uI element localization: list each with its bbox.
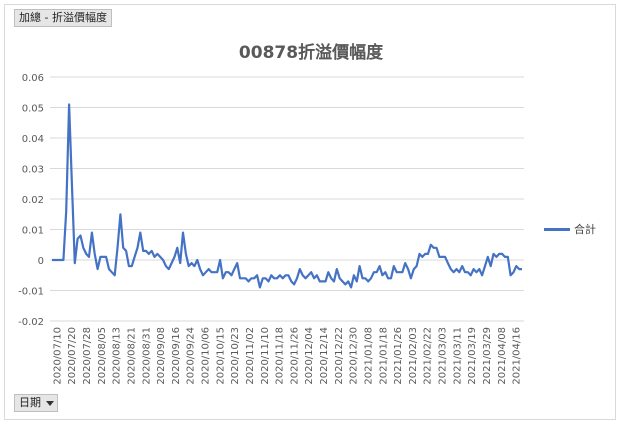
series-group: [52, 103, 522, 289]
x-tick-label: 2020/10/06: [201, 327, 212, 385]
y-tick-label: 0.03: [22, 165, 44, 176]
x-tick-label: 2020/10/15: [215, 327, 226, 385]
y-tick-label: 0: [38, 256, 44, 267]
y-tick-label: -0.01: [18, 287, 44, 298]
x-tick-label: 2021/03/19: [467, 327, 478, 385]
y-tick-label: -0.02: [18, 317, 44, 328]
x-tick-label: 2020/12/22: [334, 327, 345, 385]
gridlines: [50, 76, 524, 322]
x-tick-label: 2020/11/26: [289, 327, 300, 385]
x-tick-label: 2020/11/02: [245, 327, 256, 385]
x-tick-label: 2021/03/03: [438, 327, 449, 385]
x-tick-label: 2020/12/30: [349, 327, 360, 385]
x-tick-label: 2020/07/10: [52, 327, 63, 385]
x-tick-label: 2021/02/22: [423, 327, 434, 385]
x-tick-label: 2021/01/18: [378, 327, 389, 385]
x-tick-label: 2020/12/04: [304, 327, 315, 385]
x-tick-label: 2021/03/11: [452, 327, 463, 385]
x-tick-label: 2021/01/08: [363, 327, 374, 385]
y-tick-label: 0.04: [22, 134, 44, 145]
x-tick-label: 2021/03/29: [482, 327, 493, 385]
axis-field-button[interactable]: 日期: [14, 394, 58, 412]
value-field-button[interactable]: 加總 - 折溢價幅度: [14, 9, 112, 27]
x-tick-label: 2020/09/16: [171, 327, 182, 385]
x-tick-label: 2020/11/18: [275, 327, 286, 385]
series-line: [52, 103, 522, 289]
x-tick-label: 2020/07/20: [67, 327, 78, 385]
legend-label: 合計: [574, 223, 596, 236]
legend: 合計: [544, 221, 596, 237]
x-tick-label: 2021/01/26: [393, 327, 404, 385]
x-tick-label: 2020/11/10: [260, 327, 271, 385]
chart-area: [4, 4, 616, 420]
axis-field-label: 日期: [19, 396, 41, 409]
legend-swatch: [544, 227, 570, 231]
x-tick-label: 2020/08/21: [126, 327, 137, 385]
x-tick-label: 2020/12/14: [319, 327, 330, 385]
x-tick-label: 2020/10/23: [230, 327, 241, 385]
y-tick-label: 0.02: [22, 195, 44, 206]
x-tick-label: 2021/04/16: [512, 327, 523, 385]
y-tick-labels: -0.02 -0.01 0 0.01 0.02 0.03 0.04 0.05 0.06: [18, 73, 44, 328]
y-tick-label: 0.05: [22, 104, 44, 115]
y-tick-label: 0.01: [22, 226, 44, 237]
dropdown-arrow-icon[interactable]: [46, 401, 54, 406]
x-tick-label: 2020/08/05: [97, 327, 108, 385]
x-tick-label: 2021/02/03: [408, 327, 419, 385]
value-field-label: 加總 - 折溢價幅度: [19, 11, 107, 24]
chart-title: 00878折溢價幅度: [238, 43, 384, 63]
x-tick-label: 2020/08/13: [112, 327, 123, 385]
y-tick-label: 0.06: [22, 73, 44, 84]
x-tick-label: 2020/08/31: [141, 327, 152, 385]
x-tick-label: 2020/07/28: [82, 327, 93, 385]
x-tick-label: 2020/09/08: [156, 327, 167, 385]
x-tick-labels: 2020/07/10 2020/07/20 2020/07/28 2020/08/05…: [52, 327, 522, 385]
x-tick-label: 2021/04/08: [497, 327, 508, 385]
x-tick-label: 2020/09/24: [186, 327, 197, 385]
